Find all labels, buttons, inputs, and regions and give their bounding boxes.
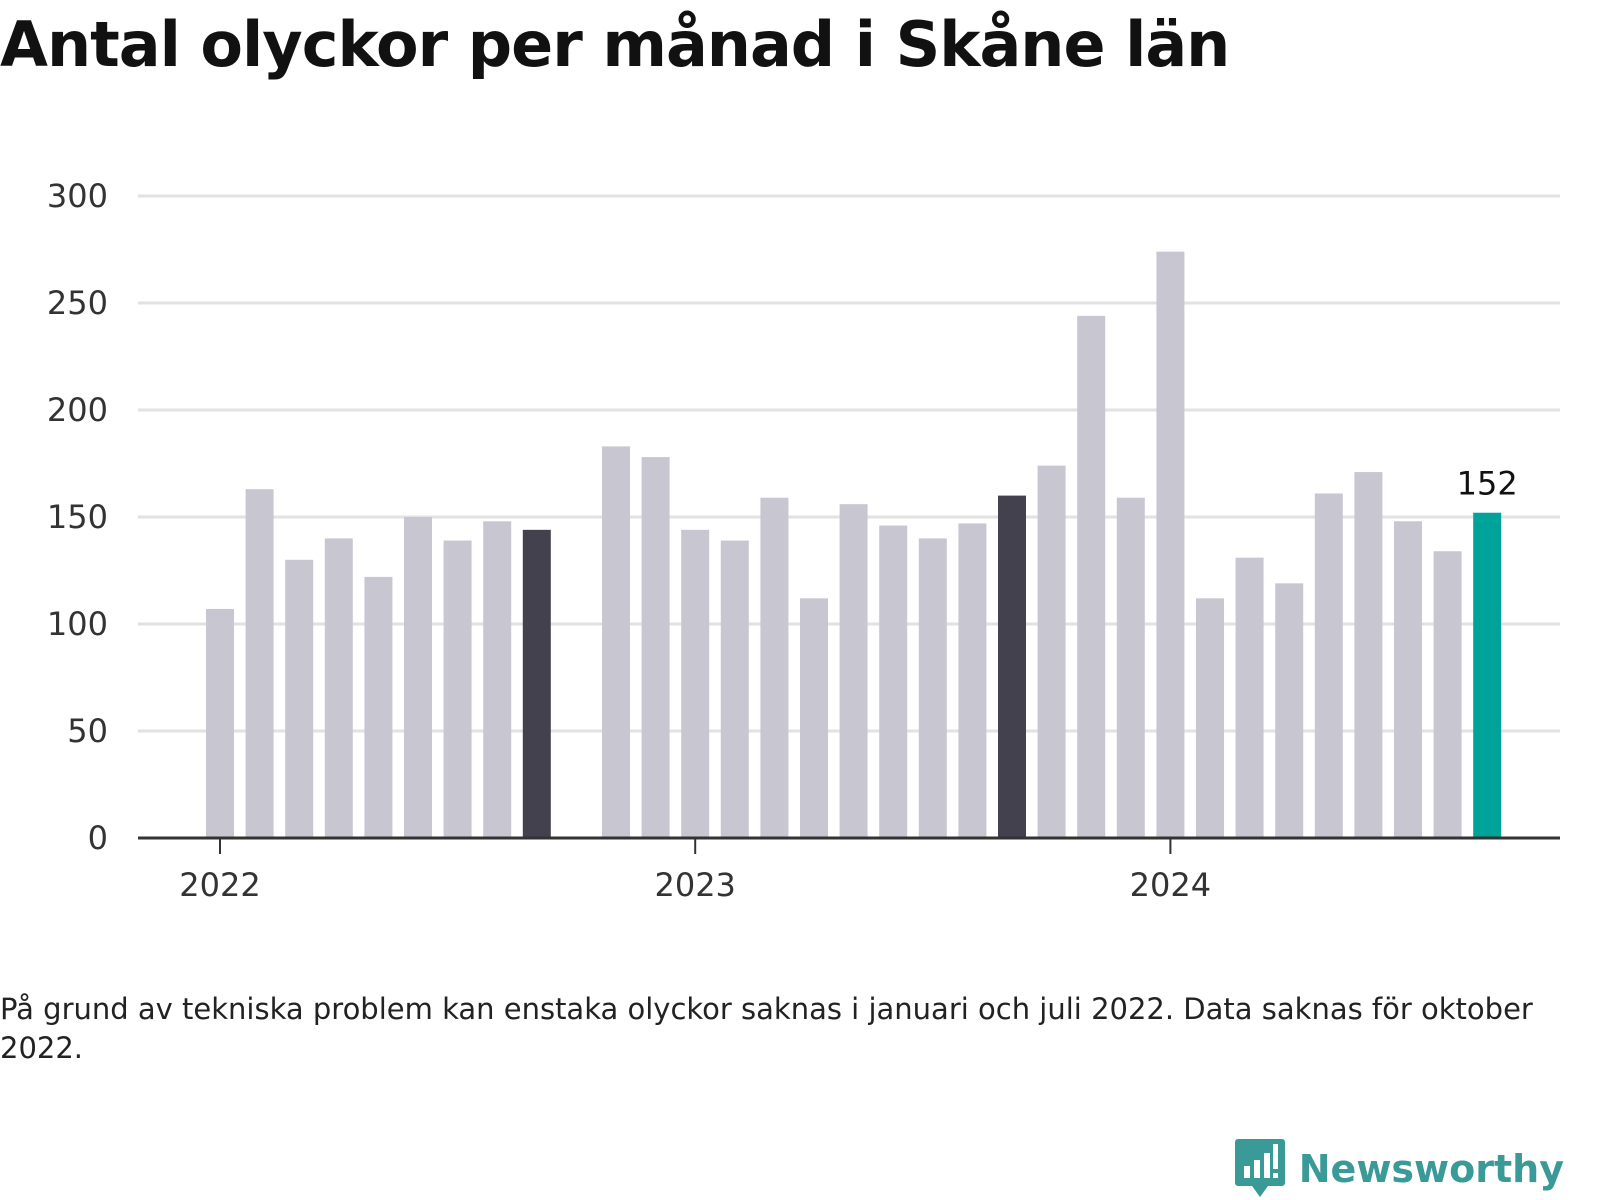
bars [206, 251, 1502, 839]
newsworthy-logo-icon [1234, 1139, 1285, 1197]
y-tick-label: 150 [47, 498, 108, 536]
bar-2024-01 [1156, 251, 1185, 838]
x-tick-label: 2023 [654, 866, 735, 904]
chart-title: Antal olyckor per månad i Skåne län [0, 8, 1230, 81]
bar-2024-05 [1314, 493, 1343, 838]
bar-2023-12 [1116, 497, 1145, 838]
bar-2022-02 [245, 489, 274, 838]
bar-2022-04 [324, 538, 353, 838]
bar-2024-08 [1433, 551, 1462, 838]
bar-2023-04 [800, 598, 828, 838]
y-tick-label: 0 [88, 819, 108, 857]
bar-2022-11 [602, 446, 630, 838]
bar-2023-01 [681, 529, 710, 838]
x-tick-label: 2024 [1130, 866, 1211, 904]
bar-2024-02 [1196, 598, 1224, 838]
bar-2023-09 [998, 495, 1026, 838]
y-tick-label: 300 [47, 177, 108, 215]
bar-2023-07 [918, 538, 947, 838]
y-tick-label: 250 [47, 284, 108, 322]
bar-chart: 0 50 100 150 200 250 300 2022 2023 2024 152 [47, 177, 1560, 904]
bar-2023-10 [1037, 465, 1066, 838]
bar-2023-05 [839, 504, 868, 838]
y-tick-label: 200 [47, 391, 108, 429]
bar-2023-08 [958, 523, 987, 838]
x-tick-label: 2022 [179, 866, 260, 904]
y-axis-ticks: 0 50 100 150 200 250 300 [47, 177, 108, 857]
brand-name: Newsworthy [1298, 1147, 1564, 1191]
bar-2024-06 [1354, 472, 1383, 838]
bar-2024-04 [1275, 583, 1304, 838]
x-axis-ticks: 2022 2023 2024 [179, 838, 1211, 904]
bar-2022-12 [641, 457, 670, 838]
bar-2023-02 [720, 540, 749, 838]
brand-logo: Newsworthy [1234, 1139, 1564, 1199]
annotations: 152 [1457, 465, 1518, 503]
bar-2022-03 [285, 559, 314, 838]
bar-2023-11 [1077, 315, 1106, 839]
bar-2022-01 [206, 609, 234, 838]
bar-2022-05 [364, 576, 393, 838]
bar-2024-03 [1235, 557, 1264, 838]
bar-2022-09 [522, 529, 551, 838]
y-tick-label: 50 [67, 712, 108, 750]
bar-2024-07 [1394, 521, 1422, 838]
bar-2022-08 [483, 521, 512, 838]
bar-2022-07 [443, 540, 472, 838]
y-tick-label: 100 [47, 605, 108, 643]
value-label-latest: 152 [1457, 465, 1518, 503]
bar-2022-06 [404, 517, 432, 838]
bar-2024-09 [1473, 512, 1502, 838]
bar-2023-03 [760, 497, 789, 838]
footnote: På grund av tekniska problem kan enstaka… [0, 992, 1533, 1065]
bar-2023-06 [879, 525, 908, 838]
